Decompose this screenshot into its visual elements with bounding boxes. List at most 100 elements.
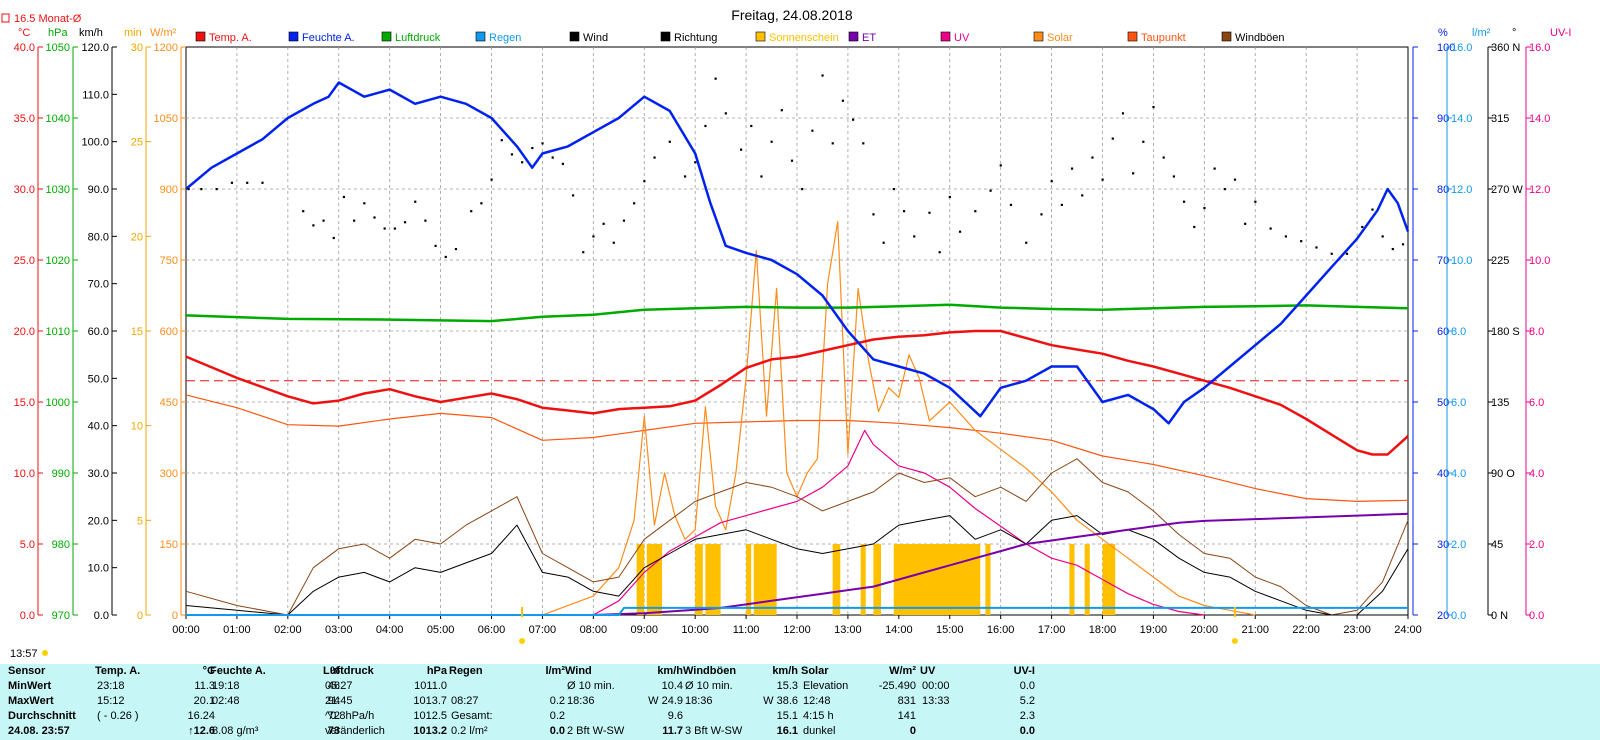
legend-swatch	[475, 31, 486, 42]
wind-direction-dot	[373, 216, 376, 219]
wind-direction-dot	[1121, 112, 1125, 115]
wind-direction-dot	[1172, 175, 1175, 178]
stats-cell-temp-value: ↑12.6	[188, 725, 215, 737]
sunshine-bars	[636, 544, 1116, 615]
axis-tick-label-humidity: 80	[1437, 184, 1449, 196]
stats-header-hum: Feuchte A.	[210, 665, 266, 677]
stats-cell-temp-value: 16.24	[187, 710, 215, 722]
axis-tick-label-pressure: 1030	[46, 184, 70, 196]
wind-direction-dot	[1070, 167, 1074, 170]
sunshine-bar	[832, 544, 841, 615]
stats-header-press: Luftdruck	[323, 665, 374, 677]
stats-row-label: Durchschnitt	[8, 710, 76, 722]
wind-direction-dot	[1284, 235, 1287, 238]
series-line-et	[593, 512, 1409, 616]
axis-tick-label-humidity: 60	[1437, 326, 1449, 338]
axis-tick-label-solar: 450	[160, 397, 178, 409]
axis-tick-label-humidity: 20	[1437, 610, 1449, 622]
x-tick-label: 06:00	[478, 624, 506, 636]
unit-uv: UV-I	[1550, 27, 1571, 39]
wind-direction-dot	[668, 140, 671, 143]
axis-tick-label-uv: 12.0	[1529, 184, 1550, 196]
wind-direction-dot	[383, 227, 386, 230]
axis-tick-label-sun_min: 25	[131, 137, 143, 149]
wind-direction-dot	[714, 77, 717, 80]
axis-tick-label-pressure: 1010	[46, 326, 70, 338]
axis-tick-label-rain: 12.0	[1451, 184, 1472, 196]
wind-direction-dot	[602, 222, 605, 225]
axis-tick-label-uv: 10.0	[1529, 255, 1550, 267]
axis-tick-label-direction: 225	[1491, 255, 1509, 267]
wind-direction-dot	[1391, 247, 1394, 251]
axis-tick-label-pressure: 1050	[46, 42, 70, 54]
x-tick-label: 09:00	[630, 624, 658, 636]
wind-direction-dot	[454, 247, 458, 251]
axis-markers: 13:57	[10, 607, 1238, 660]
axis-tick-label-temp: 40.0	[14, 42, 35, 54]
wind-direction-dot	[592, 235, 595, 238]
unit-humidity: %	[1438, 27, 1448, 39]
wind-direction-dot	[770, 140, 773, 143]
wind-direction-dot	[302, 210, 305, 213]
legend-label: Richtung	[674, 32, 717, 44]
wind-direction-dot	[841, 99, 845, 102]
stats-cell-wind-info: Ø 10 min.	[567, 680, 615, 692]
wind-direction-dot	[1223, 188, 1226, 191]
unit-rain: l/m²	[1472, 27, 1491, 39]
legend-label: Temp. A.	[209, 32, 252, 44]
stats-cell-gust-info: 3 Bft W-SW	[685, 725, 743, 737]
axis-tick-label-uv: 6.0	[1529, 397, 1544, 409]
axis-tick-label-solar: 900	[160, 184, 178, 196]
legend-swatch	[940, 31, 951, 42]
axis-tick-label-rain: 2.0	[1451, 539, 1466, 551]
wind-direction-dot	[612, 241, 615, 244]
wind-direction-dot	[1025, 241, 1028, 244]
wind-direction-dot	[739, 148, 743, 151]
axis-tick-label-temp: 15.0	[14, 397, 35, 409]
sunshine-bar	[636, 544, 645, 615]
axis-tick-label-pressure: 1020	[46, 255, 70, 267]
wind-direction-dot	[414, 200, 417, 203]
wind-direction-dot	[353, 219, 356, 222]
stats-cell-temp-info: 23:18	[97, 680, 125, 692]
chart-legend: Temp. A. Feuchte A. Luftdruck Regen Wind Rich…	[195, 31, 1285, 44]
axis-tick-label-rain: 4.0	[1451, 468, 1466, 480]
stats-cell-gust-value: 15.3	[776, 680, 798, 692]
wind-direction-dot	[902, 210, 906, 213]
axis-tick-label-wind: 60.0	[88, 326, 109, 338]
sunshine-bar	[985, 544, 991, 615]
wind-direction-dot	[434, 244, 437, 247]
wind-direction-dot	[750, 124, 753, 128]
x-tick-label: 02:00	[274, 624, 302, 636]
stats-cell-gust-value: 15.1	[776, 710, 798, 722]
wind-direction-dot	[342, 195, 346, 199]
wind-direction-dot	[571, 194, 575, 197]
stats-cell-hum-info: 02:48	[212, 695, 240, 707]
x-tick-label: 04:00	[376, 624, 404, 636]
legend-swatch	[1127, 31, 1138, 42]
wind-direction-dot	[999, 164, 1002, 167]
axis-tick-label-uv: 16.0	[1529, 42, 1550, 54]
wind-direction-dot	[913, 235, 916, 238]
legend-label: Solar	[1047, 32, 1073, 44]
axis-tick-label-rain: 10.0	[1451, 255, 1472, 267]
stats-cell-rain-value: 0.0	[549, 725, 565, 737]
stats-cell-wind-value: 11.7	[662, 725, 683, 737]
axis-tick-label-wind: 80.0	[88, 231, 109, 243]
stats-header-sensor: Sensor	[8, 665, 46, 677]
stats-panel: Sensor Temp. A. °C Feuchte A.% Luftdruck hPa R…	[0, 664, 1600, 740]
axis-tick-label-wind: 30.0	[88, 468, 109, 480]
wind-direction-dot	[1371, 208, 1374, 211]
axis-tick-label-uv: 4.0	[1529, 468, 1544, 480]
wind-direction-dot	[938, 251, 941, 254]
axis-tick-label-sun_min: 15	[131, 326, 143, 338]
sunshine-bar	[695, 544, 703, 615]
stats-header-unit-temp: °C	[202, 665, 215, 677]
series-line-uv	[593, 429, 1205, 616]
unit-solar-min: min	[124, 27, 142, 39]
stats-header-temp: Temp. A.	[95, 665, 141, 677]
stats-cell-solar-info: Elevation	[803, 680, 849, 692]
wind-direction-dot	[230, 181, 234, 184]
axis-tick-label-wind: 70.0	[88, 279, 109, 291]
axis-tick-label-wind: 50.0	[88, 373, 109, 385]
